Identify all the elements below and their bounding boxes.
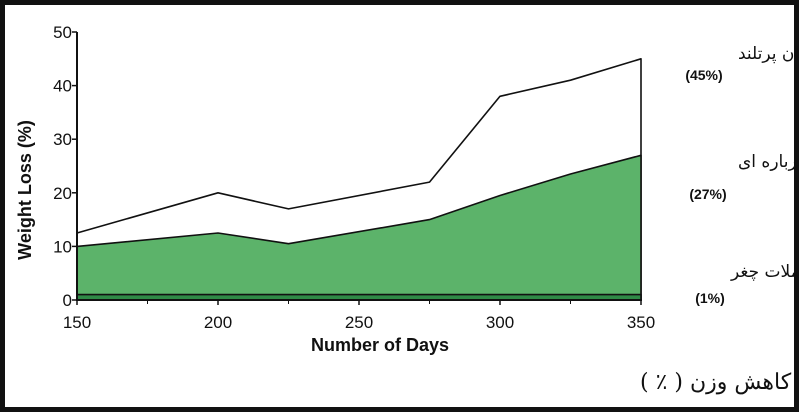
chart-areas xyxy=(76,58,642,301)
y-tick-label: 40 xyxy=(53,77,72,96)
series-percent-portland: (45%) xyxy=(685,67,722,83)
x-tick-label: 150 xyxy=(63,313,91,332)
area-slag-cement xyxy=(76,154,642,301)
x-tick-label: 300 xyxy=(486,313,514,332)
series-percent-slag: (27%) xyxy=(689,186,726,202)
x-tick-label: 250 xyxy=(345,313,373,332)
y-tick-label: 10 xyxy=(53,237,72,256)
series-percent-mortar: (1%) xyxy=(695,290,725,306)
y-axis-label: Weight Loss (%) xyxy=(15,120,35,260)
x-tick-label: 350 xyxy=(627,313,655,332)
x-tick-labels: 150 200 250 300 350 xyxy=(63,313,655,332)
series-label-portland: سیمان پرتلند xyxy=(738,44,799,64)
series-label-slag: سیمان سرباره ای xyxy=(738,152,799,172)
y-tick-labels: 0 10 20 30 40 50 xyxy=(53,23,72,310)
y-tick-label: 0 xyxy=(63,291,72,310)
y-tick-label: 50 xyxy=(53,23,72,42)
x-axis-label: Number of Days xyxy=(311,335,449,355)
y-tick-label: 20 xyxy=(53,184,72,203)
chart-caption: خوردگی باکتریایی H₂S - تست تسریع شده - ک… xyxy=(640,369,799,395)
x-tick-label: 200 xyxy=(204,313,232,332)
series-label-mortar: ملات چغر xyxy=(730,262,799,282)
y-tick-label: 30 xyxy=(53,130,72,149)
chart-axes xyxy=(72,31,642,305)
